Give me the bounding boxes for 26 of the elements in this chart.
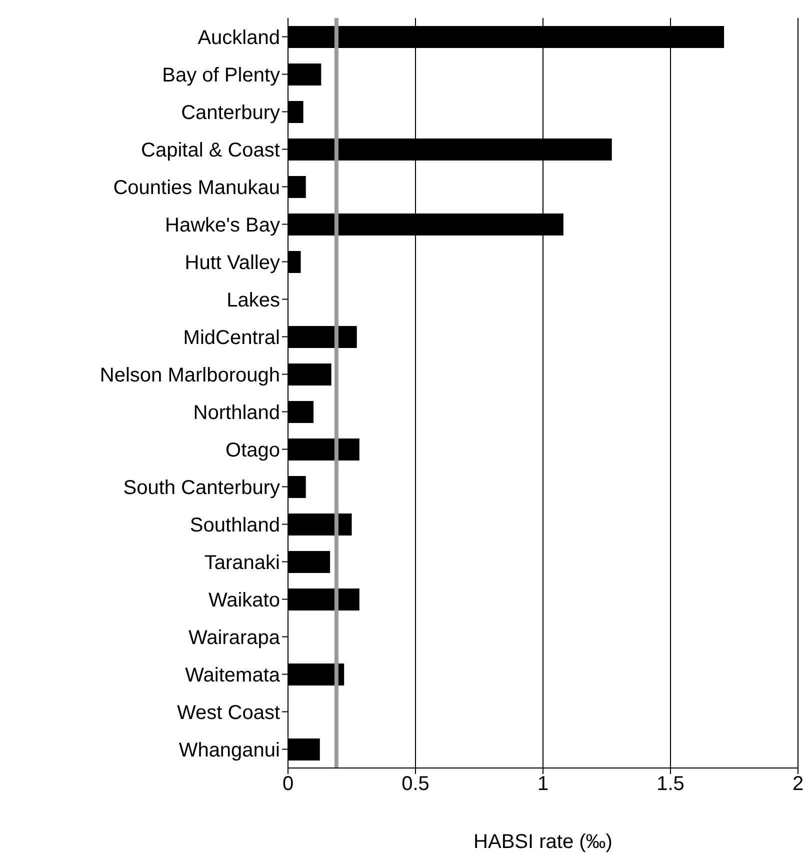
x-tick-label: 2 (792, 773, 804, 796)
y-tick-label: Whanganui (178, 739, 280, 762)
y-tick-label: Northland (193, 402, 280, 424)
y-tick-label: MidCentral (183, 326, 280, 349)
y-tick-label: Southland (190, 514, 280, 536)
y-tick-label: South Canterbury (123, 476, 280, 499)
y-tick-label: Hutt Valley (184, 252, 280, 274)
y-tick-label: Waikato (208, 589, 280, 612)
x-tick-label: 1.5 (656, 773, 684, 796)
x-axis-title: HABSI rate (‰) (474, 831, 612, 853)
y-tick-label: Counties Manukau (113, 176, 280, 199)
y-tick-label: Waitemata (185, 664, 281, 686)
y-tick-label: Bay of Plenty (162, 64, 280, 86)
y-tick-label: West Coast (177, 702, 280, 724)
y-tick-label: Nelson Marlborough (100, 364, 280, 386)
y-tick-label: Hawke's Bay (165, 214, 280, 236)
y-tick-label: Auckland (198, 26, 280, 49)
y-tick-label: Lakes (226, 289, 280, 312)
y-tick-label: Capital & Coast (141, 139, 280, 162)
y-tick-label: Taranaki (204, 552, 280, 574)
y-tick-label: Otago (226, 439, 280, 462)
y-tick-label: Canterbury (181, 102, 280, 124)
y-tick-label: Wairarapa (188, 626, 281, 649)
x-tick-label: 0.5 (402, 773, 430, 796)
x-tick-label: 0 (282, 773, 294, 796)
x-tick-label: 1 (537, 773, 549, 796)
